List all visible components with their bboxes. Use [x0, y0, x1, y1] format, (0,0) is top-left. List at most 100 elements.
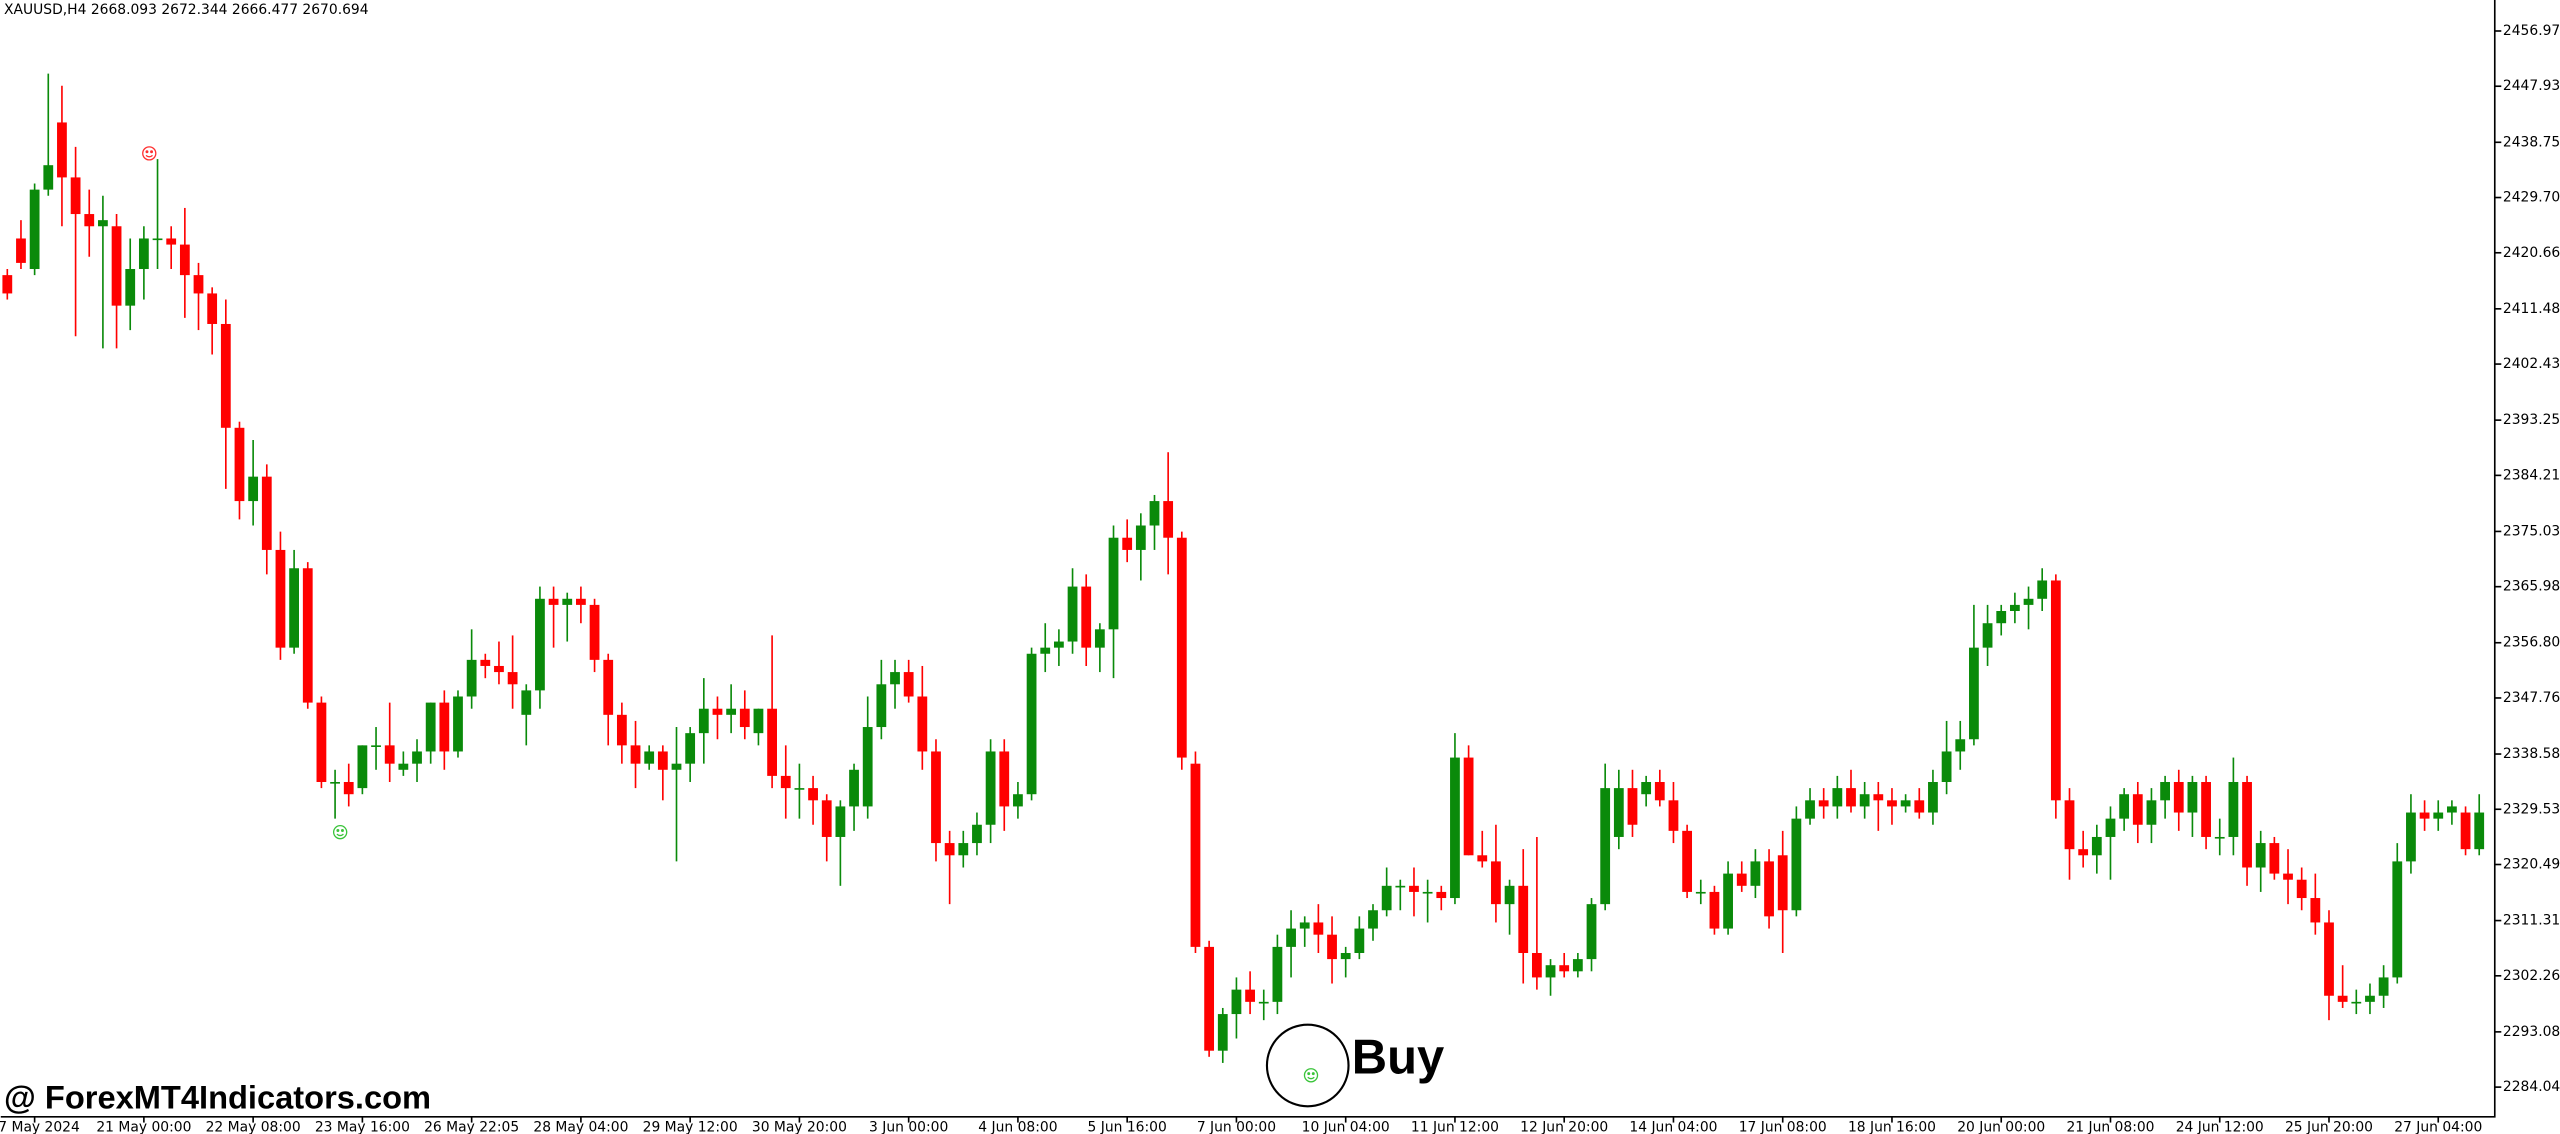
- y-tick-label: 2402.435: [2503, 356, 2560, 372]
- x-tick-label: 27 Jun 04:00: [2394, 1119, 2482, 1134]
- candle-body: [794, 788, 805, 790]
- candle-body: [1750, 861, 1761, 886]
- x-tick-label: 21 Jun 08:00: [2066, 1119, 2154, 1134]
- candle-body: [1094, 629, 1105, 648]
- candle-body: [43, 165, 54, 190]
- y-tick-label: 2456.975: [2503, 23, 2560, 39]
- candle-body: [1531, 952, 1542, 978]
- candle-body: [439, 702, 450, 752]
- candle-body: [521, 690, 532, 715]
- y-tick-label: 2311.31: [2503, 913, 2560, 929]
- candle-body: [2378, 977, 2389, 996]
- x-tick-label: 12 Jun 20:00: [1520, 1119, 1608, 1134]
- x-tick-label: 17 Jun 08:00: [1739, 1119, 1827, 1134]
- candle-body: [2447, 806, 2457, 813]
- candle-body: [2310, 898, 2321, 923]
- candle-body: [712, 708, 723, 715]
- candle-body: [507, 672, 518, 685]
- candle-body: [1450, 757, 1460, 899]
- candle-body: [1258, 1001, 1269, 1004]
- candle-body: [98, 220, 108, 227]
- x-tick-label: 29 May 12:00: [643, 1119, 738, 1134]
- y-tick-label: 2375.03: [2503, 523, 2560, 539]
- y-tick-label: 2447.93: [2503, 78, 2560, 94]
- buy-signal-icon: [1303, 1068, 1319, 1083]
- candle-body: [726, 708, 737, 715]
- candle-body: [1805, 800, 1815, 819]
- candle-body: [138, 238, 149, 270]
- x-tick-label: 10 Jun 04:00: [1302, 1119, 1390, 1134]
- candle-body: [1477, 855, 1488, 862]
- candle-body: [1231, 989, 1242, 1015]
- candle-body: [57, 122, 67, 178]
- candle-body: [412, 751, 422, 764]
- candle-body: [357, 745, 368, 789]
- candle-body: [84, 214, 95, 227]
- x-tick-label: 17 May 2024: [0, 1119, 80, 1134]
- candle-body: [2023, 598, 2034, 605]
- candle-body: [1873, 794, 1884, 801]
- candle-body: [220, 323, 231, 428]
- candle-body: [808, 788, 818, 801]
- candle-body: [1791, 818, 1802, 911]
- candle-body: [2132, 794, 2143, 825]
- x-tick-label: 25 Jun 20:00: [2285, 1119, 2373, 1134]
- y-tick-label: 2384.21: [2503, 467, 2560, 483]
- candle-body: [2173, 781, 2184, 813]
- candle-body: [753, 708, 764, 734]
- x-tick-label: 4 Jun 08:00: [978, 1119, 1057, 1134]
- candle-body: [671, 763, 682, 770]
- candle-body: [1668, 800, 1679, 831]
- candle-body: [1764, 861, 1774, 917]
- candle-body: [125, 269, 136, 306]
- candle-body: [603, 659, 614, 715]
- candle-body: [1941, 751, 1952, 782]
- x-tick-label: 11 Jun 12:00: [1411, 1119, 1499, 1134]
- candle-body: [972, 824, 982, 844]
- candle-body: [1409, 885, 1419, 892]
- y-tick-label: 2338.58: [2503, 746, 2560, 762]
- candle-body: [1368, 910, 1378, 929]
- candle-body: [1217, 1014, 1228, 1051]
- candle-body: [2406, 812, 2416, 862]
- candle-body: [275, 549, 286, 648]
- x-tick-label: 14 Jun 04:00: [1629, 1119, 1717, 1134]
- candle-body: [1504, 885, 1515, 905]
- y-tick-label: 2420.66: [2503, 245, 2560, 261]
- candle-body: [1654, 781, 1665, 801]
- candle-body: [1327, 934, 1337, 960]
- watermark: @ ForexMT4Indicators.com: [4, 1078, 431, 1115]
- candle-body: [330, 781, 340, 784]
- candle-body: [70, 177, 81, 215]
- candle-body: [1641, 781, 1652, 795]
- candle-body: [1723, 873, 1733, 929]
- candle-body: [1914, 800, 1925, 813]
- candle-body: [1832, 788, 1843, 807]
- candle-body: [425, 702, 436, 752]
- candle-body: [1559, 965, 1570, 972]
- x-tick-label: 30 May 20:00: [752, 1119, 847, 1134]
- candle-body: [1996, 611, 2007, 624]
- candle-body: [1682, 830, 1693, 892]
- candle-body: [2242, 781, 2252, 868]
- candle-body: [1982, 623, 1993, 648]
- candle-body: [2296, 879, 2307, 899]
- candle-body: [302, 568, 313, 703]
- candle-body: [1067, 586, 1078, 642]
- candle-body: [2105, 818, 2116, 837]
- candle-body: [1969, 647, 1979, 740]
- candle-body: [248, 476, 259, 502]
- candle-body: [111, 226, 122, 306]
- candle-body: [2050, 580, 2061, 801]
- y-tick-label: 2284.04: [2503, 1079, 2560, 1095]
- candle-body: [398, 763, 409, 770]
- x-tick-label: 22 May 08:00: [206, 1119, 301, 1134]
- candle-body: [1518, 885, 1529, 953]
- candle-body: [931, 751, 941, 844]
- candle-body: [316, 702, 327, 782]
- candle-body: [535, 598, 545, 691]
- candle-body: [1846, 788, 1856, 807]
- candle-body: [958, 843, 969, 856]
- candle-body: [1572, 959, 1583, 972]
